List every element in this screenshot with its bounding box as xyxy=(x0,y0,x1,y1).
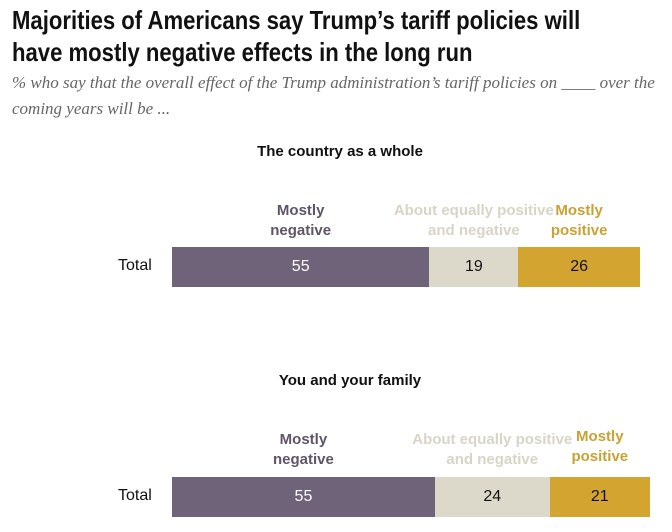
bar-segment-about-equally-positive-and-negative: 19 xyxy=(429,247,519,287)
row-label: Total xyxy=(118,257,152,274)
chart-subtitle: % who say that the overall effect of the… xyxy=(12,73,655,118)
chart-title: Majorities of Americans say Trump’s tari… xyxy=(12,4,580,68)
series-label: About equally positive and negative xyxy=(393,202,554,239)
panel-title: You and your family xyxy=(278,372,422,389)
stacked-bar: 55 24 21 xyxy=(172,477,650,517)
panel-title: The country as a whole xyxy=(257,143,423,160)
row-label: Total xyxy=(118,487,152,504)
bar-segment-about-equally-positive-and-negative: 24 xyxy=(434,477,550,517)
series-label: Mostly negative xyxy=(273,431,334,468)
bar-segment-mostly-positive: 26 xyxy=(518,247,640,287)
bar-segment-mostly-positive: 21 xyxy=(549,477,650,517)
series-label: Mostly negative xyxy=(270,202,332,239)
series-label: About equally positive and negative xyxy=(412,431,573,468)
bar-segment-mostly-negative: 55 xyxy=(172,247,430,287)
title-line-1: Majorities of Americans say Trump’s tari… xyxy=(12,5,581,35)
series-label: Mostly positive xyxy=(571,428,629,465)
series-label: Mostly positive xyxy=(550,202,608,239)
stacked-bar: 55 19 26 xyxy=(172,247,640,287)
bar-segment-mostly-negative: 55 xyxy=(172,477,435,517)
title-line-2: have mostly negative effects in the long… xyxy=(12,37,473,67)
